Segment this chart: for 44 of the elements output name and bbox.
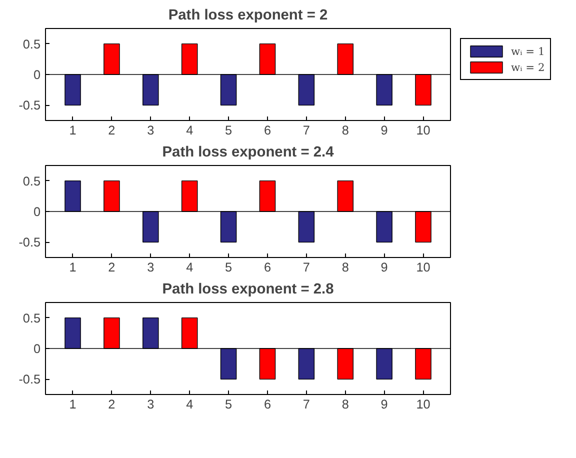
x-tick-label: 3	[147, 124, 154, 138]
legend-label: wᵢ = 2	[511, 60, 545, 74]
x-tick-label: 3	[147, 260, 154, 274]
x-tick-label: 4	[186, 124, 194, 138]
x-tick-label: 10	[416, 398, 430, 412]
y-tick-label: -0.5	[18, 236, 41, 250]
x-tick-label: 10	[416, 124, 430, 138]
y-tick-label: 0.5	[22, 37, 41, 52]
x-tick-label: 7	[302, 260, 310, 274]
x-tick-label: 2	[108, 260, 116, 274]
legend-label: wᵢ = 1	[511, 44, 545, 58]
x-tick-label: 7	[302, 124, 310, 138]
x-tick-label: 1	[69, 124, 76, 138]
x-tick-label: 7	[302, 398, 310, 412]
x-tick-label: 1	[69, 398, 76, 412]
x-tick-label: 9	[380, 260, 388, 274]
y-tick-label: -0.5	[18, 98, 41, 113]
y-tick-label: 0	[33, 68, 41, 82]
x-tick-label: 6	[264, 124, 271, 138]
y-tick-label: 0.5	[22, 311, 41, 326]
y-tick-label: 0	[33, 342, 41, 356]
x-tick-label: 6	[264, 260, 271, 274]
x-tick-label: 9	[380, 398, 388, 412]
x-tick-label: 4	[186, 260, 194, 274]
x-tick-label: 8	[342, 398, 349, 412]
y-tick-label: 0.5	[22, 174, 41, 188]
x-tick-label: 2	[108, 124, 116, 138]
x-tick-label: 3	[147, 398, 154, 412]
x-tick-label: 6	[264, 398, 271, 412]
x-tick-label: 8	[342, 124, 349, 138]
x-tick-label: 5	[225, 260, 232, 274]
y-tick-label: -0.5	[18, 372, 41, 387]
x-tick-label: 8	[342, 260, 349, 274]
y-tick-label: 0	[33, 205, 41, 219]
chart-title: Path loss exponent = 2	[168, 8, 328, 24]
x-tick-label: 9	[380, 124, 388, 138]
x-tick-label: 5	[225, 124, 232, 138]
chart-title: Path loss exponent = 2.4	[162, 144, 335, 160]
chart-title: Path loss exponent = 2.8	[162, 282, 334, 298]
x-tick-label: 4	[186, 398, 194, 412]
x-tick-label: 1	[69, 260, 76, 274]
x-tick-label: 5	[225, 398, 232, 412]
x-tick-label: 2	[108, 398, 116, 412]
x-tick-label: 10	[416, 260, 430, 274]
